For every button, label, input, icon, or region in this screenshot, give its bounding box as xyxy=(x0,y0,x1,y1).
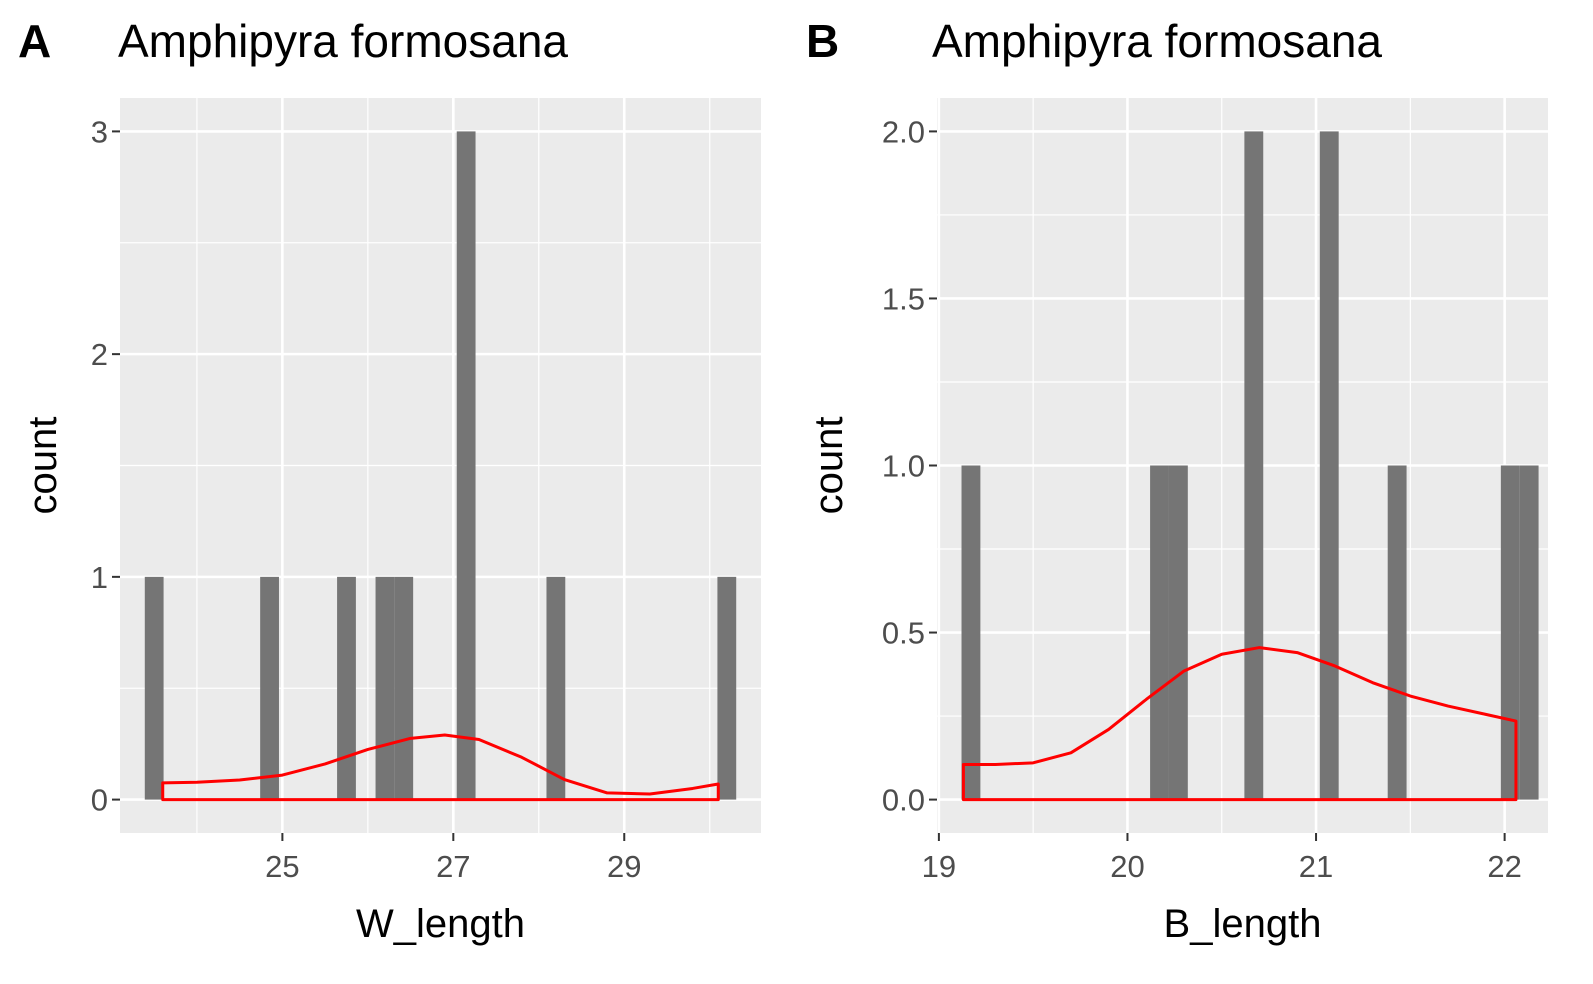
x-tick-label: 22 xyxy=(1487,849,1521,884)
panel-tag: A xyxy=(18,15,52,67)
y-tick-label: 1.0 xyxy=(882,449,925,484)
histogram-chart-b: 19 20 21 22 0.0 0.5 1.0 1.5 2.0 B_length count xyxy=(807,98,1548,946)
y-axis-label: count xyxy=(807,417,851,515)
panel-a: A Amphipyra formosana 25 27 29 0 1 2 3 W_length… xyxy=(0,0,790,984)
density-curve xyxy=(161,733,720,802)
histogram-bar xyxy=(1168,465,1188,800)
x-axis-label: B_length xyxy=(1164,902,1322,946)
histogram-bar xyxy=(546,576,566,800)
histogram-bar xyxy=(717,576,737,800)
y-tick-label: 1.5 xyxy=(882,281,925,316)
panel-b: B Amphipyra formosana 19 20 21 22 0.0 0.5 1.0 1… xyxy=(800,0,1593,984)
x-tick-label: 20 xyxy=(1110,849,1144,884)
histogram-chart-a: 25 27 29 0 1 2 3 W_length count xyxy=(21,98,761,946)
x-tick-label: 21 xyxy=(1299,849,1333,884)
x-tick-label: 27 xyxy=(436,849,470,884)
y-axis-label: count xyxy=(21,417,65,515)
x-tick-label: 19 xyxy=(922,849,956,884)
histogram-bar xyxy=(1319,131,1339,800)
density-curve xyxy=(961,646,1518,802)
x-tick-label: 25 xyxy=(265,849,299,884)
chart-title: Amphipyra formosana xyxy=(932,15,1382,67)
chart-title: Amphipyra formosana xyxy=(118,15,568,67)
histogram-bar xyxy=(1244,131,1264,800)
panel-tag: B xyxy=(806,15,840,67)
y-tick-label: 0 xyxy=(91,783,108,818)
histogram-bar xyxy=(961,465,981,800)
y-tick-label: 2.0 xyxy=(882,114,925,149)
histogram-bar xyxy=(375,576,395,800)
histogram-bar xyxy=(1519,465,1539,800)
y-tick-label: 1 xyxy=(91,560,108,595)
x-tick-label: 29 xyxy=(607,849,641,884)
histogram-bar xyxy=(1387,465,1407,800)
y-tick-label: 2 xyxy=(91,337,108,372)
histogram-bar xyxy=(337,576,356,800)
histogram-bar xyxy=(456,131,476,800)
histogram-bar xyxy=(394,576,414,800)
y-tick-label: 0.0 xyxy=(882,783,925,818)
histogram-bar xyxy=(1150,465,1169,800)
y-tick-label: 0.5 xyxy=(882,616,925,651)
histogram-bar xyxy=(1500,465,1520,800)
histogram-bar xyxy=(144,576,164,800)
histogram-bar xyxy=(260,576,279,800)
x-axis-label: W_length xyxy=(356,902,525,946)
y-tick-label: 3 xyxy=(91,114,108,149)
